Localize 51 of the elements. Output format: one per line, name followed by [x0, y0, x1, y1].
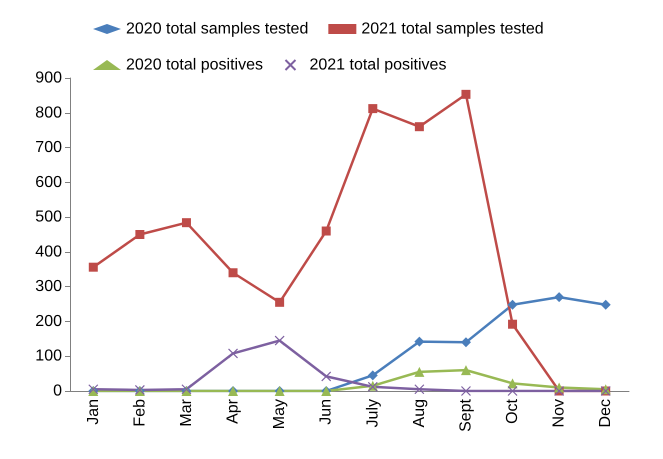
- point: [414, 366, 424, 377]
- point: [414, 384, 424, 394]
- x-tick-label: Apr: [224, 398, 242, 424]
- point: [228, 268, 238, 278]
- x-tick-label: Feb: [131, 398, 148, 427]
- y-tick-label: 100: [35, 348, 62, 365]
- x-tick-label: Oct: [504, 398, 522, 424]
- point: [508, 320, 518, 329]
- x-tick-label: July: [364, 399, 382, 428]
- point: [414, 336, 424, 347]
- point: [88, 262, 98, 272]
- point: [460, 337, 471, 348]
- y-tick-label: 400: [35, 243, 62, 260]
- y-tick-label: 500: [35, 208, 62, 226]
- point: [274, 335, 285, 346]
- point: [368, 104, 378, 114]
- point: [461, 90, 470, 99]
- y-tick-label: 200: [35, 312, 62, 330]
- point: [135, 230, 144, 239]
- legend-label: 2021 total samples tested: [361, 20, 544, 38]
- y-tick-label: 800: [35, 104, 62, 122]
- y-tick-label: 300: [35, 278, 62, 296]
- point: [554, 292, 564, 302]
- point: [600, 300, 611, 310]
- point: [508, 300, 518, 310]
- legend-label: 2020 total positives: [126, 56, 263, 74]
- point: [321, 371, 332, 382]
- x-tick-label: Nov: [550, 399, 568, 428]
- y-tick-label: 0: [53, 382, 62, 400]
- x-tick-label: Jun: [318, 399, 335, 425]
- x-tick-label: Mar: [178, 398, 195, 427]
- point: [322, 226, 331, 236]
- point: [508, 378, 518, 388]
- y-tick-label: 700: [35, 139, 62, 156]
- point: [460, 365, 471, 376]
- x-tick-label: May: [271, 399, 288, 430]
- point: [507, 386, 518, 396]
- x-tick-label: Jan: [84, 399, 102, 425]
- x-tick-label: Aug: [410, 399, 428, 428]
- point: [275, 298, 284, 307]
- y-tick-label: 600: [35, 174, 62, 191]
- point: [414, 122, 424, 132]
- legend-label: 2020 total samples tested: [126, 20, 308, 38]
- x-tick-label: Dec: [597, 399, 614, 428]
- point: [368, 370, 378, 380]
- legend-label: 2021 total positives: [309, 56, 446, 74]
- y-tick-label: 900: [35, 70, 62, 86]
- point: [182, 218, 191, 228]
- x-tick-label: Sept: [457, 398, 474, 432]
- point: [460, 386, 472, 396]
- point: [228, 348, 238, 359]
